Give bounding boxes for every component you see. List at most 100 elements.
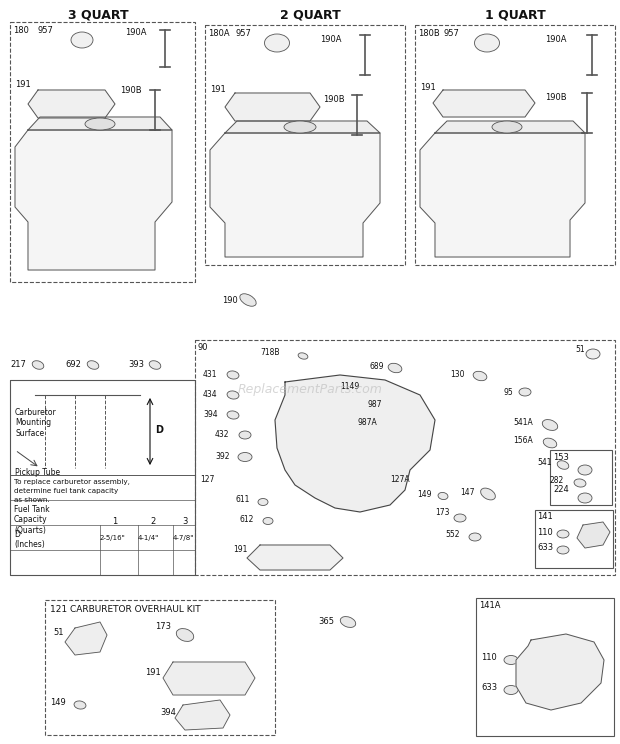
Text: 612: 612 bbox=[240, 515, 254, 524]
Text: 180B: 180B bbox=[418, 29, 440, 38]
Ellipse shape bbox=[85, 118, 115, 130]
Polygon shape bbox=[577, 522, 610, 548]
Ellipse shape bbox=[340, 617, 356, 627]
Bar bbox=[10, 22, 195, 282]
Text: 217: 217 bbox=[10, 360, 26, 369]
Bar bbox=[10, 380, 195, 575]
Text: 147: 147 bbox=[460, 488, 474, 497]
Text: To replace carburetor assembly,: To replace carburetor assembly, bbox=[14, 479, 130, 485]
Text: 552: 552 bbox=[445, 530, 459, 539]
Text: 392: 392 bbox=[215, 452, 229, 461]
Text: 191: 191 bbox=[145, 668, 161, 677]
Text: 224: 224 bbox=[553, 485, 569, 494]
Polygon shape bbox=[435, 121, 585, 133]
Text: 90: 90 bbox=[198, 343, 208, 352]
Ellipse shape bbox=[578, 493, 592, 503]
Text: 1 QUART: 1 QUART bbox=[485, 8, 546, 21]
Text: D
(Inches): D (Inches) bbox=[14, 530, 45, 549]
Text: 4-1/4": 4-1/4" bbox=[138, 535, 159, 541]
Ellipse shape bbox=[87, 361, 99, 369]
Text: 173: 173 bbox=[155, 622, 171, 631]
Text: 1149: 1149 bbox=[340, 382, 359, 391]
Ellipse shape bbox=[71, 32, 93, 48]
Text: 127A: 127A bbox=[390, 475, 410, 484]
Text: 987: 987 bbox=[367, 400, 381, 409]
Text: 432: 432 bbox=[215, 430, 229, 439]
Text: 611: 611 bbox=[235, 495, 249, 504]
Ellipse shape bbox=[557, 546, 569, 554]
Text: Fuel Tank
Capacity
(Quarts): Fuel Tank Capacity (Quarts) bbox=[14, 505, 50, 535]
Text: 190B: 190B bbox=[545, 93, 567, 102]
Ellipse shape bbox=[473, 371, 487, 381]
Ellipse shape bbox=[504, 655, 518, 664]
Text: 393: 393 bbox=[128, 360, 144, 369]
Text: 190: 190 bbox=[222, 296, 237, 305]
Text: 541: 541 bbox=[537, 458, 552, 467]
Text: 4-7/8": 4-7/8" bbox=[173, 535, 195, 541]
Text: 2-5/16": 2-5/16" bbox=[100, 535, 126, 541]
Text: 633: 633 bbox=[481, 683, 497, 692]
Text: 51: 51 bbox=[575, 345, 585, 354]
Ellipse shape bbox=[298, 353, 308, 359]
Text: 2: 2 bbox=[151, 517, 156, 526]
Text: 633: 633 bbox=[537, 543, 553, 552]
Ellipse shape bbox=[263, 518, 273, 525]
Polygon shape bbox=[15, 130, 172, 270]
Bar bbox=[10, 380, 195, 475]
Bar bbox=[205, 25, 405, 265]
Text: 692: 692 bbox=[65, 360, 81, 369]
Ellipse shape bbox=[504, 685, 518, 694]
Ellipse shape bbox=[542, 420, 558, 431]
Ellipse shape bbox=[284, 121, 316, 133]
Polygon shape bbox=[65, 622, 107, 655]
Ellipse shape bbox=[227, 411, 239, 419]
Text: 3 QUART: 3 QUART bbox=[68, 8, 128, 21]
Text: 394: 394 bbox=[203, 410, 218, 419]
Ellipse shape bbox=[474, 34, 500, 52]
Ellipse shape bbox=[543, 438, 557, 448]
Ellipse shape bbox=[586, 349, 600, 359]
Text: ReplacementParts.com: ReplacementParts.com bbox=[237, 383, 383, 397]
Text: as shown.: as shown. bbox=[14, 497, 50, 503]
Ellipse shape bbox=[227, 391, 239, 399]
Ellipse shape bbox=[258, 498, 268, 505]
Polygon shape bbox=[420, 133, 585, 257]
Bar bbox=[45, 600, 275, 735]
Text: 957: 957 bbox=[235, 29, 251, 38]
Text: 127: 127 bbox=[200, 475, 215, 484]
Polygon shape bbox=[225, 93, 320, 121]
Ellipse shape bbox=[454, 514, 466, 522]
Ellipse shape bbox=[265, 34, 290, 52]
Bar bbox=[535, 510, 613, 568]
Text: 689: 689 bbox=[370, 362, 384, 371]
Text: 191: 191 bbox=[15, 80, 31, 89]
Ellipse shape bbox=[176, 629, 193, 641]
Text: 110: 110 bbox=[481, 653, 497, 662]
Text: 1: 1 bbox=[112, 517, 118, 526]
Text: 431: 431 bbox=[203, 370, 218, 379]
Text: 130: 130 bbox=[450, 370, 464, 379]
Ellipse shape bbox=[557, 530, 569, 538]
Ellipse shape bbox=[519, 388, 531, 396]
Text: 190A: 190A bbox=[125, 28, 146, 37]
Polygon shape bbox=[247, 545, 343, 570]
Text: 191: 191 bbox=[210, 85, 226, 94]
Ellipse shape bbox=[574, 479, 586, 487]
Polygon shape bbox=[163, 662, 255, 695]
Text: 2 QUART: 2 QUART bbox=[280, 8, 340, 21]
Text: determine fuel tank capacity: determine fuel tank capacity bbox=[14, 488, 118, 494]
Polygon shape bbox=[28, 90, 115, 118]
Ellipse shape bbox=[578, 465, 592, 475]
Polygon shape bbox=[210, 133, 380, 257]
Text: 191: 191 bbox=[233, 545, 247, 554]
Text: 190B: 190B bbox=[120, 86, 141, 95]
Text: 191: 191 bbox=[420, 83, 436, 92]
Ellipse shape bbox=[492, 121, 522, 133]
Text: 987A: 987A bbox=[357, 418, 377, 427]
Ellipse shape bbox=[227, 371, 239, 379]
Polygon shape bbox=[175, 700, 230, 730]
Text: 190A: 190A bbox=[320, 35, 342, 44]
Bar bbox=[476, 598, 614, 736]
Ellipse shape bbox=[480, 488, 495, 500]
Text: 173: 173 bbox=[435, 508, 449, 517]
